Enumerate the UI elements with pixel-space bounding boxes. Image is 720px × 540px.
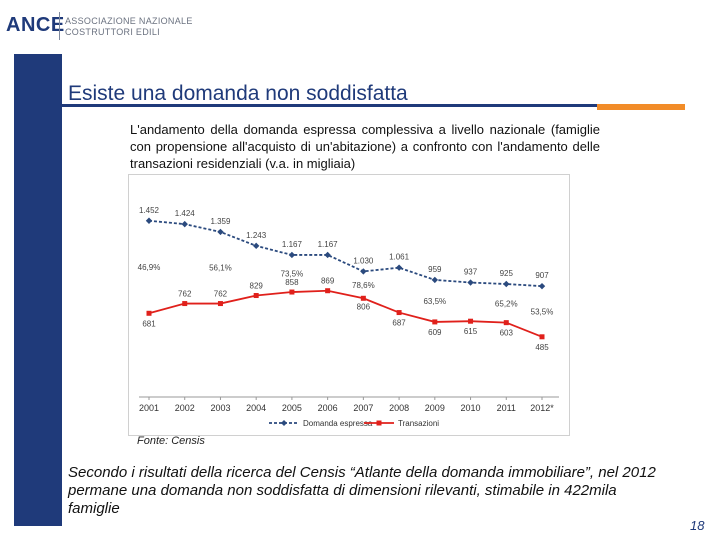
data-label: 1.243 <box>246 231 267 240</box>
x-tick-label: 2002 <box>175 403 195 413</box>
data-label: 869 <box>321 277 335 286</box>
legend-marker-transazioni <box>376 420 382 426</box>
percent-label: 46,9% <box>138 263 161 272</box>
chart-container: 2001 2002 2003 2004 2005 2006 2007 2008 2009 2010… <box>128 174 570 436</box>
title-rule-accent <box>597 104 685 110</box>
data-point-transazioni <box>432 319 438 325</box>
data-label: 937 <box>464 268 478 277</box>
data-label: 615 <box>464 327 478 336</box>
data-label: 762 <box>214 290 228 299</box>
legend-marker-domanda <box>281 420 287 426</box>
data-point-transazioni <box>289 289 295 295</box>
data-point-transazioni <box>539 334 545 340</box>
data-label: 1.359 <box>210 217 231 226</box>
data-label: 1.424 <box>175 209 196 218</box>
x-tick-label: 2009 <box>425 403 445 413</box>
body-text: Secondo i risultati della ricerca del Ce… <box>68 464 656 517</box>
data-label: 858 <box>285 278 299 287</box>
data-point-transazioni <box>217 301 223 307</box>
data-point-domanda <box>217 228 224 236</box>
page-number: 18 <box>690 518 705 533</box>
data-label: 681 <box>142 319 156 328</box>
data-label: 485 <box>535 343 549 352</box>
data-point-domanda <box>431 276 439 284</box>
data-label: 762 <box>178 290 192 299</box>
logo-line-1: ASSOCIAZIONE NAZIONALE <box>65 16 193 26</box>
data-label: 1.030 <box>353 256 374 265</box>
data-point-domanda <box>181 220 188 228</box>
data-point-domanda <box>145 217 153 224</box>
data-point-transazioni <box>325 288 331 294</box>
legend-label-domanda: Domanda espressa <box>303 419 373 428</box>
data-point-domanda <box>360 268 367 275</box>
data-label: 603 <box>500 329 514 338</box>
data-point-transazioni <box>468 318 474 324</box>
x-tick-label: 2012* <box>530 403 554 413</box>
logo-line-2: COSTRUTTORI EDILI <box>65 27 160 37</box>
data-point-domanda <box>252 242 260 250</box>
slide-title: Esiste una domanda non soddisfatta <box>68 82 408 105</box>
percent-label: 56,1% <box>209 264 232 273</box>
chart-source: Fonte: Censis <box>137 435 205 447</box>
chart-subtitle: L'andamento della domanda espressa compl… <box>130 122 600 171</box>
x-tick-label: 2006 <box>318 403 338 413</box>
data-point-domanda <box>503 280 510 288</box>
data-point-domanda <box>288 251 296 259</box>
data-point-transazioni <box>396 310 402 316</box>
data-label: 925 <box>500 269 514 278</box>
data-point-transazioni <box>360 295 366 301</box>
data-point-transazioni <box>253 293 259 299</box>
data-point-transazioni <box>146 310 152 316</box>
data-label: 907 <box>535 271 549 280</box>
x-tick-label: 2005 <box>282 403 302 413</box>
data-label: 687 <box>392 319 406 328</box>
data-label: 1.061 <box>389 253 410 262</box>
title-rule <box>62 104 597 107</box>
x-tick-label: 2003 <box>210 403 230 413</box>
data-label: 1.452 <box>139 206 160 215</box>
data-point-transazioni <box>182 301 188 307</box>
x-tick-label: 2008 <box>389 403 409 413</box>
x-tick-label: 2004 <box>246 403 266 413</box>
data-point-transazioni <box>503 320 509 326</box>
percent-label: 78,6% <box>352 281 375 290</box>
percent-label: 53,5% <box>531 307 554 316</box>
percent-label: 73,5% <box>281 270 304 279</box>
logo-divider <box>59 12 60 40</box>
x-tick-label: 2011 <box>497 403 516 413</box>
logo-subtitle: ASSOCIAZIONE NAZIONALE COSTRUTTORI EDILI <box>65 16 193 38</box>
data-point-domanda <box>395 264 403 271</box>
percent-label: 63,5% <box>423 297 446 306</box>
x-tick-label: 2010 <box>461 403 481 413</box>
data-label: 1.167 <box>282 240 303 249</box>
data-label: 609 <box>428 328 442 337</box>
data-label: 1.167 <box>318 240 339 249</box>
data-label: 829 <box>250 282 264 291</box>
series-line-2 <box>148 289 543 338</box>
ance-logo: ANCE <box>6 14 65 36</box>
line-chart: 2001 2002 2003 2004 2005 2006 2007 2008 2009 2010… <box>138 206 559 428</box>
data-point-domanda <box>538 282 546 290</box>
legend-label-transazioni: Transazioni <box>398 419 439 428</box>
data-label: 959 <box>428 265 442 274</box>
left-accent-bar <box>14 54 62 526</box>
percent-label: 65,2% <box>495 299 518 308</box>
series-line-1 <box>148 219 543 288</box>
data-point-domanda <box>324 251 331 259</box>
data-point-domanda <box>467 279 474 286</box>
x-tick-label: 2007 <box>353 403 373 413</box>
x-tick-label: 2001 <box>139 403 159 413</box>
data-label: 806 <box>357 302 371 311</box>
